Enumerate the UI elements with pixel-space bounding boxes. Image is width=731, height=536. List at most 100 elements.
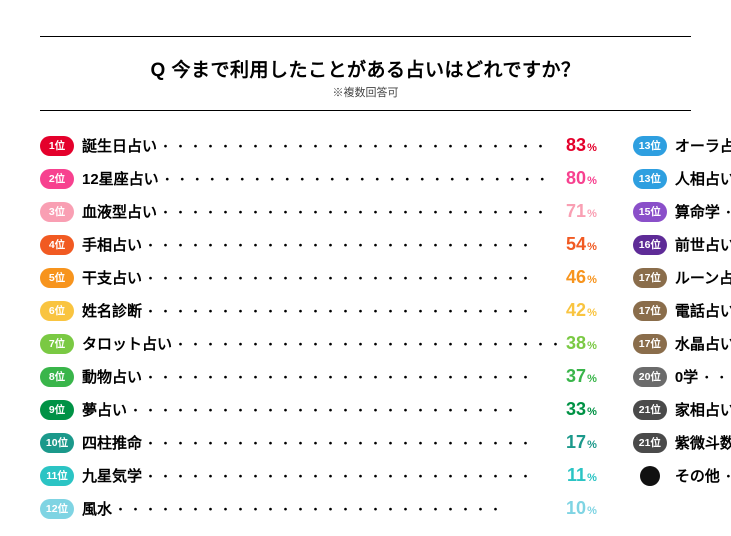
ranking-row: その他・・・・・・・・・・・・・・・・・・・・・・・・・・4% xyxy=(633,459,731,492)
ranking-row: 10位四柱推命・・・・・・・・・・・・・・・・・・・・・・・・・・17% xyxy=(40,426,597,459)
ranking-label: 夢占い xyxy=(82,399,127,420)
dots-leader: ・・・・・・・・・・・・・・・・・・・・・・・・・・ xyxy=(112,499,566,518)
rank-badge: 8位 xyxy=(40,367,74,387)
ranking-label: タロット占い xyxy=(82,333,172,354)
dots-leader: ・・・・・・・・・・・・・・・・・・・・・・・・・・ xyxy=(142,301,566,320)
question-title: Q 今まで利用したことがある占いはどれですか？ xyxy=(40,55,691,82)
ranking-row: 20位0学・・・・・・・・・・・・・・・・・・・・・・・・・・2% xyxy=(633,360,731,393)
ranking-row: 17位水晶占い・・・・・・・・・・・・・・・・・・・・・・・・・・3% xyxy=(633,327,731,360)
rank-badge: 16位 xyxy=(633,235,667,255)
ranking-percent: 37% xyxy=(566,366,597,387)
ranking-label: 紫微斗数 xyxy=(675,432,731,453)
dots-leader: ・・・・・・・・・・・・・・・・・・・・・・・・・・ xyxy=(720,202,731,221)
ranking-row: 13位人相占い・・・・・・・・・・・・・・・・・・・・・・・・・・7% xyxy=(633,162,731,195)
ranking-row: 17位ルーン占い・・・・・・・・・・・・・・・・・・・・・・・・・・3% xyxy=(633,261,731,294)
ranking-label: オーラ占い xyxy=(675,135,731,156)
rank-badge: 12位 xyxy=(40,499,74,519)
rank-badge: 3位 xyxy=(40,202,74,222)
ranking-percent: 42% xyxy=(566,300,597,321)
ranking-percent: 83% xyxy=(566,135,597,156)
ranking-label: 算命学 xyxy=(675,201,720,222)
divider-top xyxy=(40,36,691,37)
rank-badge: 1位 xyxy=(40,136,74,156)
ranking-column-right: 13位オーラ占い・・・・・・・・・・・・・・・・・・・・・・・・・・7%13位人… xyxy=(633,129,731,525)
dots-leader: ・・・・・・・・・・・・・・・・・・・・・・・・・・ xyxy=(159,169,566,188)
ranking-percent: 46% xyxy=(566,267,597,288)
ranking-row: 3位血液型占い・・・・・・・・・・・・・・・・・・・・・・・・・・71% xyxy=(40,195,597,228)
rank-badge xyxy=(640,466,660,486)
rank-badge: 4位 xyxy=(40,235,74,255)
ranking-percent: 33% xyxy=(566,399,597,420)
ranking-row: 21位家相占い・・・・・・・・・・・・・・・・・・・・・・・・・・1% xyxy=(633,393,731,426)
ranking-percent: 10% xyxy=(566,498,597,519)
ranking-row: 5位干支占い・・・・・・・・・・・・・・・・・・・・・・・・・・46% xyxy=(40,261,597,294)
ranking-label: 家相占い xyxy=(675,399,731,420)
rank-badge: 17位 xyxy=(633,268,667,288)
ranking-percent: 17% xyxy=(566,432,597,453)
ranking-label: 四柱推命 xyxy=(82,432,142,453)
ranking-row: 6位姓名診断・・・・・・・・・・・・・・・・・・・・・・・・・・42% xyxy=(40,294,597,327)
rank-badge: 17位 xyxy=(633,301,667,321)
divider-mid xyxy=(40,110,691,111)
ranking-label: 人相占い xyxy=(675,168,731,189)
ranking-label: 動物占い xyxy=(82,366,142,387)
rank-badge: 6位 xyxy=(40,301,74,321)
ranking-label: 水晶占い xyxy=(675,333,731,354)
ranking-row: 8位動物占い・・・・・・・・・・・・・・・・・・・・・・・・・・37% xyxy=(40,360,597,393)
ranking-label: 風水 xyxy=(82,498,112,519)
rank-badge: 5位 xyxy=(40,268,74,288)
rank-badge: 9位 xyxy=(40,400,74,420)
ranking-row: 16位前世占い・・・・・・・・・・・・・・・・・・・・・・・・・・5% xyxy=(633,228,731,261)
dots-leader: ・・・・・・・・・・・・・・・・・・・・・・・・・・ xyxy=(698,367,731,386)
ranking-row: 11位九星気学・・・・・・・・・・・・・・・・・・・・・・・・・・11% xyxy=(40,459,597,492)
dots-leader: ・・・・・・・・・・・・・・・・・・・・・・・・・・ xyxy=(157,136,566,155)
ranking-label: ルーン占い xyxy=(675,267,731,288)
ranking-row: 1位誕生日占い・・・・・・・・・・・・・・・・・・・・・・・・・・83% xyxy=(40,129,597,162)
dots-leader: ・・・・・・・・・・・・・・・・・・・・・・・・・・ xyxy=(142,367,566,386)
question-note: ※複数回答可 xyxy=(40,84,691,100)
dots-leader: ・・・・・・・・・・・・・・・・・・・・・・・・・・ xyxy=(127,400,566,419)
ranking-row: 15位算命学・・・・・・・・・・・・・・・・・・・・・・・・・・6% xyxy=(633,195,731,228)
rank-badge: 20位 xyxy=(633,367,667,387)
ranking-label: 手相占い xyxy=(82,234,142,255)
dots-leader: ・・・・・・・・・・・・・・・・・・・・・・・・・・ xyxy=(142,268,566,287)
ranking-label: 誕生日占い xyxy=(82,135,157,156)
ranking-label: 0学 xyxy=(675,366,698,387)
ranking-percent: 80% xyxy=(566,168,597,189)
dots-leader: ・・・・・・・・・・・・・・・・・・・・・・・・・・ xyxy=(142,466,567,485)
ranking-percent: 38% xyxy=(566,333,597,354)
ranking-label: 姓名診断 xyxy=(82,300,142,321)
rank-badge: 11位 xyxy=(40,466,74,486)
ranking-label: 干支占い xyxy=(82,267,142,288)
ranking-columns: 1位誕生日占い・・・・・・・・・・・・・・・・・・・・・・・・・・83%2位12… xyxy=(40,129,691,525)
ranking-row: 7位タロット占い・・・・・・・・・・・・・・・・・・・・・・・・・・38% xyxy=(40,327,597,360)
ranking-label: 九星気学 xyxy=(82,465,142,486)
rank-badge: 21位 xyxy=(633,433,667,453)
rank-badge: 13位 xyxy=(633,169,667,189)
ranking-row: 2位 12星座占い・・・・・・・・・・・・・・・・・・・・・・・・・・80% xyxy=(40,162,597,195)
ranking-row: 4位手相占い・・・・・・・・・・・・・・・・・・・・・・・・・・54% xyxy=(40,228,597,261)
dots-leader: ・・・・・・・・・・・・・・・・・・・・・・・・・・ xyxy=(142,433,566,452)
ranking-row: 21位紫微斗数・・・・・・・・・・・・・・・・・・・・・・・・・・1% xyxy=(633,426,731,459)
ranking-row: 17位電話占い・・・・・・・・・・・・・・・・・・・・・・・・・・3% xyxy=(633,294,731,327)
dots-leader: ・・・・・・・・・・・・・・・・・・・・・・・・・・ xyxy=(142,235,566,254)
dots-leader: ・・・・・・・・・・・・・・・・・・・・・・・・・・ xyxy=(172,334,566,353)
dots-leader: ・・・・・・・・・・・・・・・・・・・・・・・・・・ xyxy=(720,466,731,485)
ranking-column-left: 1位誕生日占い・・・・・・・・・・・・・・・・・・・・・・・・・・83%2位12… xyxy=(40,129,597,525)
rank-badge: 13位 xyxy=(633,136,667,156)
rank-badge: 10位 xyxy=(40,433,74,453)
rank-badge: 2位 xyxy=(40,169,74,189)
rank-badge: 7位 xyxy=(40,334,74,354)
title-block: Q 今まで利用したことがある占いはどれですか？ ※複数回答可 xyxy=(40,55,691,100)
ranking-label: 12星座占い xyxy=(82,168,159,189)
ranking-row: 9位夢占い・・・・・・・・・・・・・・・・・・・・・・・・・・33% xyxy=(40,393,597,426)
dots-leader: ・・・・・・・・・・・・・・・・・・・・・・・・・・ xyxy=(157,202,566,221)
ranking-percent: 11% xyxy=(567,465,597,486)
rank-badge: 17位 xyxy=(633,334,667,354)
ranking-row: 12位風水・・・・・・・・・・・・・・・・・・・・・・・・・・10% xyxy=(40,492,597,525)
ranking-percent: 71% xyxy=(566,201,597,222)
ranking-label: 血液型占い xyxy=(82,201,157,222)
ranking-percent: 54% xyxy=(566,234,597,255)
ranking-label: その他 xyxy=(675,465,720,486)
ranking-label: 前世占い xyxy=(675,234,731,255)
